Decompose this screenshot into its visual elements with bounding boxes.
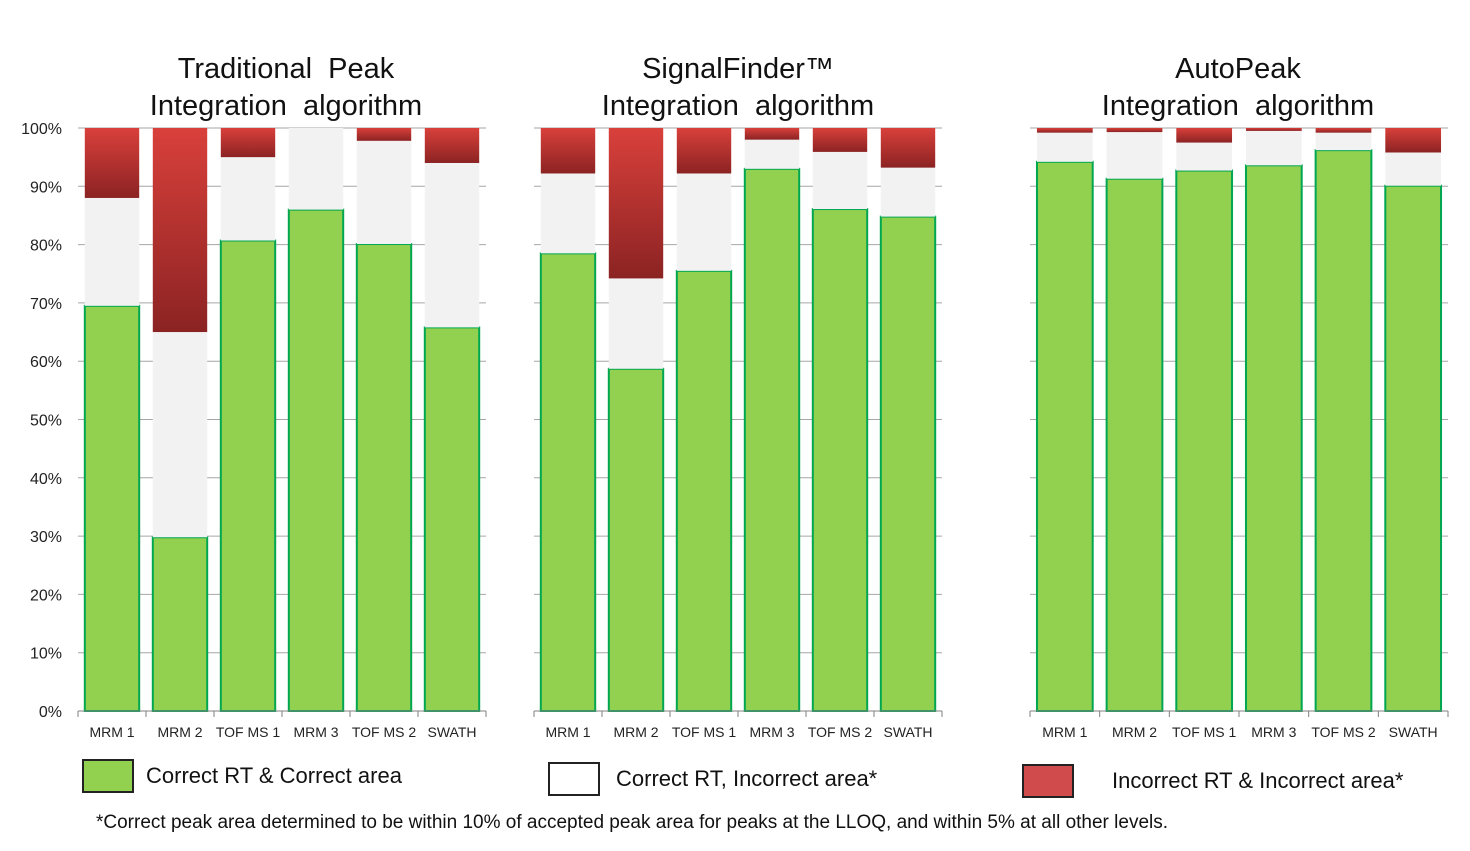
x-tick-label: TOF MS 1 (672, 724, 737, 740)
bar-segment (812, 128, 868, 152)
bar-segment (220, 128, 276, 158)
bar-segment (423, 326, 481, 712)
bar-segment (152, 332, 208, 538)
bar-segment (84, 128, 140, 198)
x-tick-label: TOF MS 2 (808, 724, 873, 740)
x-tick-label: MRM 2 (157, 724, 202, 740)
bar-segment (1106, 132, 1163, 179)
bar-segment (1245, 128, 1302, 131)
chart-panel-3: AutoPeak Integration algorithm MRM 1 MRM 2 T… (1029, 53, 1449, 740)
y-tick-label: 100% (21, 121, 62, 138)
y-tick-label: 60% (30, 354, 62, 371)
x-tick-label: SWATH (428, 724, 477, 740)
bar-segment (812, 151, 868, 210)
footnote: *Correct peak area determined to be with… (96, 812, 1169, 833)
x-tick-label: MRM 2 (1112, 724, 1157, 740)
y-tick-label: 80% (30, 238, 62, 255)
bar-segment (1384, 184, 1443, 713)
bar-segment (607, 367, 665, 712)
bar-segment (152, 128, 208, 333)
bar-segment (676, 173, 732, 271)
bar-segment (743, 167, 801, 712)
y-tick-label: 0% (39, 704, 62, 721)
bar-segment (1176, 128, 1233, 143)
bar-segment (608, 128, 664, 279)
bar-segment (1244, 164, 1303, 712)
chart-panel-1: 0% 10% 20% 30% 40% 50% 60% 70% 80% 90% 100% Traditi… (21, 53, 487, 740)
x-tick-label: MRM 1 (545, 724, 590, 740)
bar-segment (1315, 132, 1372, 151)
bar-segment (84, 197, 140, 306)
bar-segment (287, 208, 345, 712)
bar-segment (880, 128, 936, 168)
x-tick-label: TOF MS 2 (352, 724, 417, 740)
bar-segment (1385, 152, 1442, 186)
x-tick-label: MRM 3 (1251, 724, 1296, 740)
bar-segment (1315, 128, 1372, 133)
bar-segment (356, 128, 412, 141)
bar-segment (83, 304, 141, 712)
bar-segment (220, 157, 276, 241)
y-tick-label: 90% (30, 179, 62, 196)
chart-panel-2: SignalFinder™ Integration algorithm MRM 1 M… (533, 53, 943, 740)
bar-segment (540, 128, 596, 174)
bar-segment (880, 167, 936, 217)
bar-segment (676, 128, 732, 174)
x-tick-label: TOF MS 1 (216, 724, 281, 740)
y-tick-label: 70% (30, 296, 62, 313)
bar-segment (1106, 128, 1163, 133)
y-tick-label: 20% (30, 587, 62, 604)
bar-segment (1105, 177, 1164, 712)
bar-segment (608, 278, 664, 369)
bar-segment (219, 239, 277, 712)
chart-title-line: Integration algorithm (602, 90, 874, 122)
bar-segment (744, 139, 800, 169)
bar-segment (288, 128, 344, 210)
chart-title-line: SignalFinder™ (642, 53, 834, 85)
bar-segment (744, 128, 800, 140)
x-tick-label: MRM 1 (89, 724, 134, 740)
x-tick-label: TOF MS 1 (1172, 724, 1237, 740)
bar-segment (151, 536, 209, 712)
bar-segment (539, 252, 597, 712)
y-tick-label: 10% (30, 646, 62, 663)
x-tick-label: SWATH (884, 724, 933, 740)
bar-segment (811, 208, 869, 713)
y-tick-label: 30% (30, 529, 62, 546)
x-tick-label: MRM 2 (613, 724, 658, 740)
chart-title-line: AutoPeak (1175, 53, 1301, 85)
x-tick-label: MRM 3 (749, 724, 794, 740)
bar-segment (356, 140, 412, 245)
bar-segment (355, 243, 413, 712)
chart-title-line: Traditional Peak (178, 53, 395, 85)
bar-segment (1245, 130, 1302, 166)
chart-title-line: Integration algorithm (150, 90, 422, 122)
bar-segment (675, 269, 733, 712)
y-tick-label: 40% (30, 471, 62, 488)
bar-segment (424, 128, 480, 163)
bar-segment (1035, 160, 1094, 712)
bar-segment (1036, 132, 1093, 162)
x-tick-label: SWATH (1389, 724, 1438, 740)
x-tick-label: MRM 1 (1042, 724, 1087, 740)
y-tick-label: 50% (30, 413, 62, 430)
bar-segment (1385, 128, 1442, 153)
x-tick-label: TOF MS 2 (1311, 724, 1376, 740)
bar-segment (1175, 169, 1234, 712)
x-tick-label: MRM 3 (293, 724, 338, 740)
bar-segment (540, 173, 596, 254)
bar-segment (1176, 142, 1233, 171)
bar-segment (1036, 128, 1093, 133)
bar-segment (879, 215, 937, 712)
chart-title-line: Integration algorithm (1102, 90, 1374, 122)
bar-segment (1314, 149, 1373, 713)
bar-segment (424, 162, 480, 328)
